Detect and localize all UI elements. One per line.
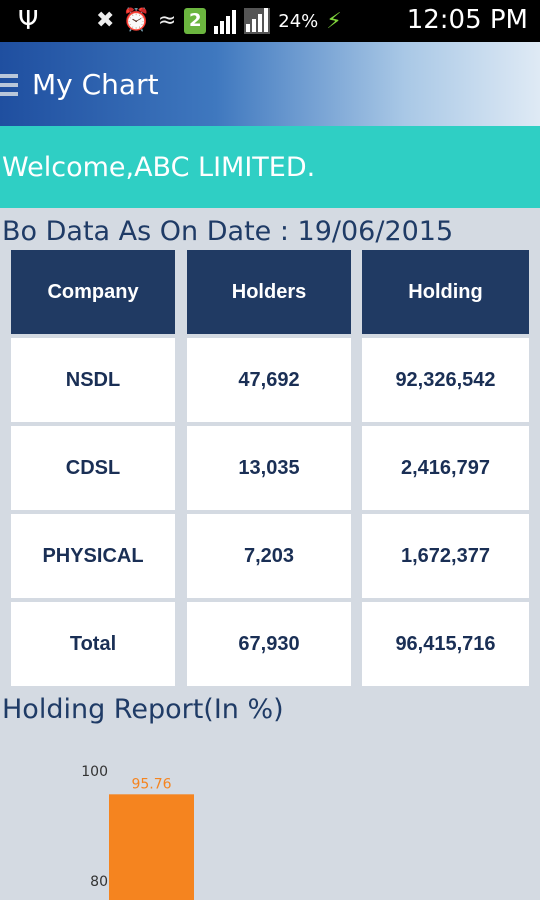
y-tick-label: 100 xyxy=(81,764,108,780)
menu-icon[interactable] xyxy=(0,74,18,96)
table-cell: 96,415,716 xyxy=(362,602,529,686)
header-company: Company xyxy=(11,250,175,334)
battery-charging-icon: ⚡ xyxy=(326,8,342,34)
alarm-icon: ⏰ xyxy=(122,8,150,33)
app-title: My Chart xyxy=(32,68,159,101)
welcome-text: Welcome,ABC LIMITED. xyxy=(2,152,316,183)
app-bar: My Chart xyxy=(0,42,540,126)
table-cell: PHYSICAL xyxy=(11,514,175,598)
table-cell: 1,672,377 xyxy=(362,514,529,598)
table-cell: 13,035 xyxy=(187,426,351,510)
nfc-icon: ✖ xyxy=(96,8,115,33)
table-cell: 92,326,542 xyxy=(362,338,529,422)
table-cell: CDSL xyxy=(11,426,175,510)
table-cell: 67,930 xyxy=(187,602,351,686)
clock: 12:05 PM xyxy=(406,5,528,35)
table-cell: Total xyxy=(11,602,175,686)
y-tick-label: 80 xyxy=(90,874,108,890)
holding-report-title: Holding Report(In %) xyxy=(2,694,284,725)
holdings-table: Company Holders Holding NSDL 47,692 92,3… xyxy=(11,250,529,686)
table-cell: 47,692 xyxy=(187,338,351,422)
usb-icon: Ψ xyxy=(18,6,39,36)
bo-data-date-label: Bo Data As On Date : 19/06/2015 xyxy=(2,216,454,247)
header-holding: Holding xyxy=(362,250,529,334)
header-holders: Holders xyxy=(187,250,351,334)
bar-value-label: 95.76 xyxy=(131,776,171,792)
table-cell: 2,416,797 xyxy=(362,426,529,510)
chart-bar xyxy=(109,794,194,900)
welcome-banner: Welcome,ABC LIMITED. xyxy=(0,126,540,208)
table-cell: NSDL xyxy=(11,338,175,422)
status-bar: Ψ ✖ ⏰ ≈ 2 24% ⚡ 12:05 PM xyxy=(0,0,540,42)
wifi-icon: ≈ xyxy=(157,8,177,33)
notification-badge: 2 xyxy=(184,8,207,34)
signal-icon-2 xyxy=(244,8,271,34)
table-cell: 7,203 xyxy=(187,514,351,598)
battery-percent: 24% xyxy=(278,10,319,32)
signal-icon xyxy=(214,8,237,34)
holding-chart: 100 80 95.76 xyxy=(81,764,194,900)
